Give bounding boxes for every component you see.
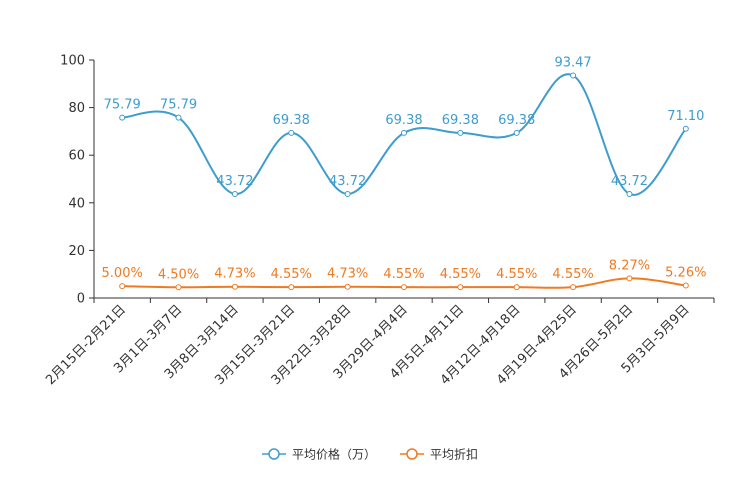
- data-label: 69.38: [385, 113, 422, 128]
- legend-marker-icon: [406, 448, 418, 460]
- data-label: 93.47: [554, 56, 591, 71]
- data-point: [288, 129, 295, 136]
- data-label: 4.50%: [158, 267, 199, 282]
- data-label: 69.38: [273, 113, 310, 128]
- data-label: 43.72: [216, 174, 253, 189]
- x-tick-label: 2月15日-2月21日: [43, 302, 129, 388]
- data-label: 5.00%: [102, 266, 143, 281]
- data-label: 43.72: [329, 174, 366, 189]
- data-point: [231, 190, 238, 197]
- data-point: [175, 114, 182, 121]
- data-label: 43.72: [611, 174, 648, 189]
- data-point: [682, 282, 689, 289]
- legend-item-1[interactable]: 平均折扣: [400, 447, 478, 462]
- y-tick-label: 20: [68, 244, 85, 259]
- data-label: 4.55%: [383, 267, 424, 282]
- data-label: 4.55%: [552, 267, 593, 282]
- data-label: 4.73%: [327, 267, 368, 282]
- data-point: [231, 283, 238, 290]
- data-point: [513, 284, 520, 291]
- y-tick-label: 40: [68, 196, 85, 211]
- data-labels: 75.79 75.79 43.72 69.38 43.72 69.38 69.38 69.38…: [102, 56, 707, 283]
- data-label: 8.27%: [609, 258, 650, 273]
- data-label: 71.10: [667, 109, 704, 124]
- data-point: [457, 129, 464, 136]
- legend-label: 平均折扣: [430, 447, 478, 462]
- data-point: [288, 284, 295, 291]
- data-point: [175, 284, 182, 291]
- data-point: [626, 190, 633, 197]
- data-point: [626, 275, 633, 282]
- y-tick-label: 100: [60, 54, 85, 69]
- data-point: [401, 284, 407, 291]
- data-point: [457, 284, 464, 291]
- data-label: 75.79: [104, 98, 141, 113]
- data-label: 75.79: [160, 98, 197, 113]
- legend-marker-icon: [268, 448, 280, 460]
- data-label: 4.55%: [440, 267, 481, 282]
- data-point: [401, 129, 407, 136]
- data-label: 5.26%: [665, 265, 706, 280]
- legend-label: 平均价格（万）: [292, 447, 376, 462]
- data-point: [682, 125, 689, 132]
- y-tick-label: 0: [77, 292, 85, 307]
- data-point: [570, 72, 577, 79]
- data-point: [344, 283, 351, 290]
- y-tick-label: 80: [68, 101, 85, 116]
- data-point: [570, 284, 577, 291]
- series-lines: [119, 72, 689, 291]
- y-tick-label: 60: [68, 149, 85, 164]
- data-label: 69.38: [498, 113, 535, 128]
- data-point: [513, 129, 520, 136]
- data-label: 4.73%: [214, 267, 255, 282]
- data-label: 69.38: [442, 113, 479, 128]
- legend-item-0[interactable]: 平均价格（万）: [262, 447, 376, 462]
- data-point: [344, 190, 351, 197]
- data-point: [119, 114, 126, 121]
- data-point: [119, 283, 126, 290]
- axes: 0204060801002月15日-2月21日3月1日-3月7日3月8日-3月1…: [43, 54, 715, 388]
- legend[interactable]: 平均价格（万） 平均折扣: [262, 447, 478, 462]
- data-label: 4.55%: [496, 267, 537, 282]
- data-label: 4.55%: [271, 267, 312, 282]
